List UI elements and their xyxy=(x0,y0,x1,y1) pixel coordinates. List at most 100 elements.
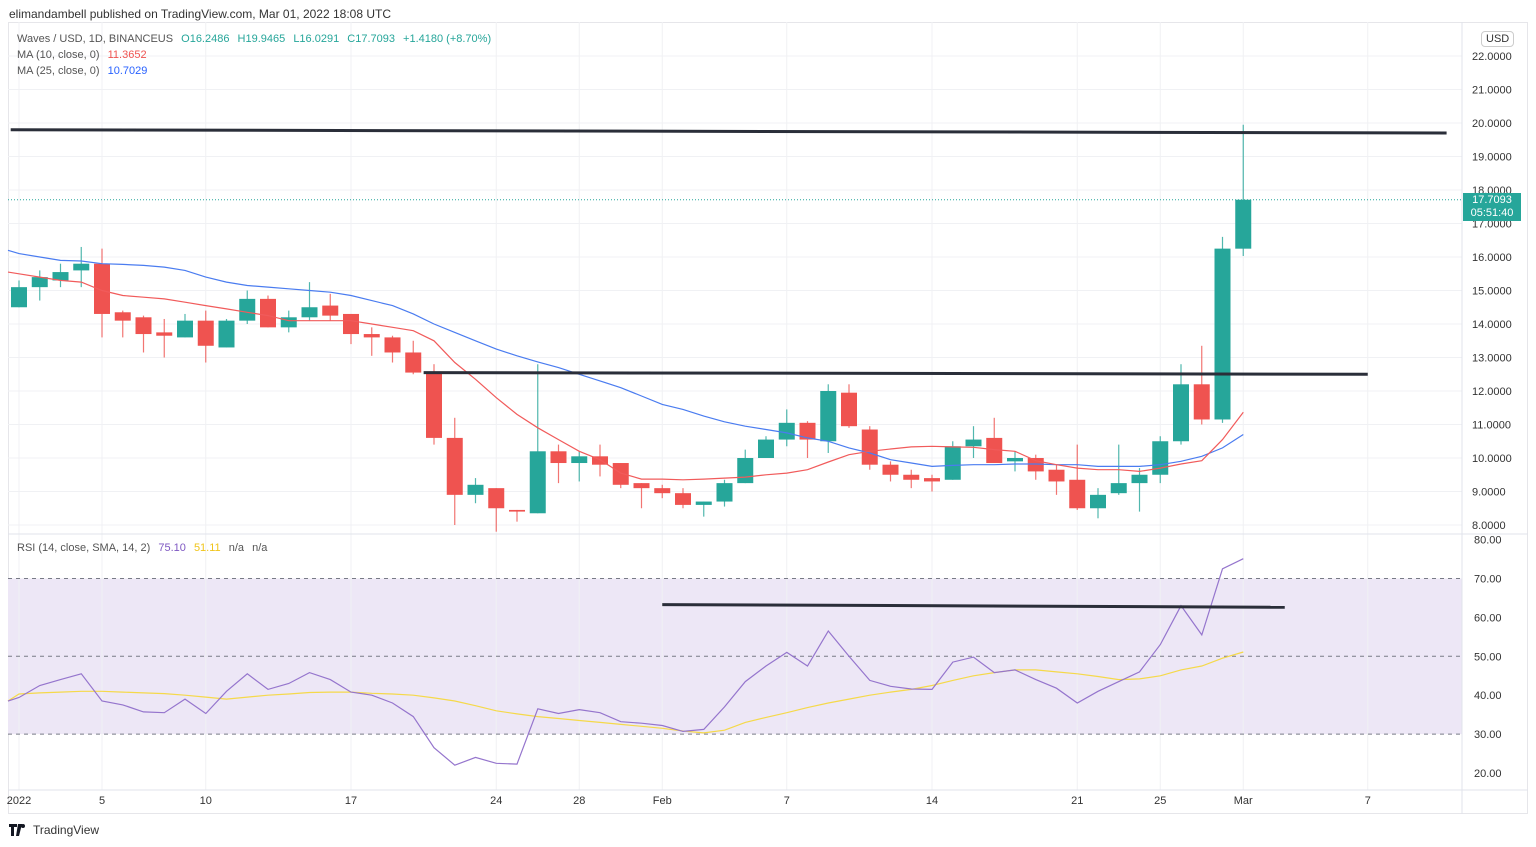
price-tick-label: 20.0000 xyxy=(1472,118,1512,130)
ma25-value: 10.7029 xyxy=(107,65,148,77)
time-tick-label: 14 xyxy=(926,795,938,807)
price-tick-label: 15.0000 xyxy=(1472,286,1512,298)
candle-body xyxy=(1173,384,1189,442)
candle-body xyxy=(114,312,131,321)
candle-body xyxy=(363,334,380,338)
candle xyxy=(1173,364,1189,445)
candle xyxy=(612,463,629,489)
time-tick-label: 21 xyxy=(1071,795,1083,807)
candle-body xyxy=(280,317,297,328)
ma25-line xyxy=(7,249,1244,468)
candle xyxy=(467,478,484,504)
bar-countdown: 05:51:40 xyxy=(1470,207,1514,219)
candle xyxy=(882,461,899,482)
rsi-tick-label: 20.00 xyxy=(1474,768,1502,780)
candle-body xyxy=(1110,483,1127,494)
price-tick-label: 9.0000 xyxy=(1472,487,1506,499)
ma10-value: 11.3652 xyxy=(107,49,147,61)
support-line xyxy=(423,371,1368,376)
symbol-label[interactable]: Waves / USD, 1D, BINANCEUS xyxy=(17,33,174,45)
na-value-1: n/a xyxy=(228,542,245,554)
candle-body xyxy=(924,478,940,482)
time-tick-label: 17 xyxy=(345,795,357,807)
candle xyxy=(426,364,442,445)
candle xyxy=(73,246,90,288)
rsi-sma-line xyxy=(7,651,1244,734)
candle xyxy=(758,436,774,458)
candle xyxy=(446,417,463,525)
candle xyxy=(529,364,546,514)
candle-body xyxy=(11,287,27,308)
candle-body xyxy=(758,439,774,458)
candle-body xyxy=(384,337,401,353)
time-tick-label: 7 xyxy=(1365,795,1371,807)
time-tick-label: Feb xyxy=(653,795,672,807)
candle-body xyxy=(52,272,69,281)
candle xyxy=(1193,345,1210,425)
candle xyxy=(31,270,48,301)
candle-body xyxy=(550,451,567,464)
resistance-line xyxy=(10,128,1447,135)
rsi-label[interactable]: RSI (14, close, SMA, 14, 2) xyxy=(17,542,151,554)
candle-body xyxy=(31,277,48,288)
candle-body xyxy=(1131,474,1148,484)
ma10-label[interactable]: MA (10, close, 0) xyxy=(17,49,100,61)
candle-body xyxy=(1048,469,1065,482)
time-tick-label: 25 xyxy=(1154,795,1166,807)
tradingview-footer: TradingView xyxy=(9,823,99,837)
na-value-2: n/a xyxy=(252,542,268,554)
candle xyxy=(861,426,878,470)
candle-body xyxy=(592,456,608,465)
candle xyxy=(280,310,297,333)
low-value: L16.0291 xyxy=(293,33,340,45)
candle-body xyxy=(571,456,588,464)
candle-body xyxy=(1152,441,1169,475)
candle-body xyxy=(1235,199,1252,249)
rsi-legend: RSI (14, close, SMA, 14, 2) 75.10 51.11 … xyxy=(17,542,272,554)
price-tick-label: 19.0000 xyxy=(1472,152,1512,164)
candle xyxy=(571,451,588,482)
symbol-legend: Waves / USD, 1D, BINANCEUS O16.2486 H19.… xyxy=(17,33,496,45)
open-value: O16.2486 xyxy=(181,33,230,45)
rsi-tick-label: 60.00 xyxy=(1474,612,1502,624)
price-tick-label: 11.0000 xyxy=(1472,420,1511,432)
time-tick-label: 7 xyxy=(784,795,790,807)
candle xyxy=(1048,464,1065,495)
price-tick-label: 14.0000 xyxy=(1472,319,1512,331)
candle xyxy=(924,474,940,492)
ma10-legend: MA (10, close, 0) 11.3652 xyxy=(17,49,152,61)
time-tick-label: Mar xyxy=(1234,795,1253,807)
candle xyxy=(156,318,173,358)
candle-body xyxy=(778,422,795,440)
candle-body xyxy=(509,509,525,512)
rsi-sma-value: 51.11 xyxy=(193,542,221,554)
published-caption: elimandambell published on TradingView.c… xyxy=(9,7,391,21)
currency-button[interactable]: USD xyxy=(1481,31,1515,47)
candle-body xyxy=(695,501,712,505)
candle xyxy=(695,501,712,517)
candle-body xyxy=(405,352,422,373)
candle-body xyxy=(986,437,1003,464)
time-tick-label: 10 xyxy=(200,795,212,807)
candle xyxy=(1007,451,1023,472)
candle-body xyxy=(239,298,256,321)
candle-body xyxy=(1007,458,1023,462)
candle xyxy=(343,313,359,345)
rsi-value: 75.10 xyxy=(158,542,186,554)
candle-body xyxy=(820,391,837,442)
candle-body xyxy=(1214,248,1231,420)
candle-body xyxy=(1193,384,1210,420)
candle xyxy=(1214,236,1231,423)
ma25-label[interactable]: MA (25, close, 0) xyxy=(17,65,100,77)
candle xyxy=(1090,488,1106,519)
candle xyxy=(322,293,339,321)
candle xyxy=(384,335,401,363)
brand-name[interactable]: TradingView xyxy=(33,823,100,837)
last-price: 17.7093 xyxy=(1472,194,1512,206)
candle-body xyxy=(944,446,961,480)
candle-body xyxy=(529,451,546,514)
candle xyxy=(52,263,69,288)
candle-body xyxy=(654,488,671,494)
candle xyxy=(1069,444,1086,510)
